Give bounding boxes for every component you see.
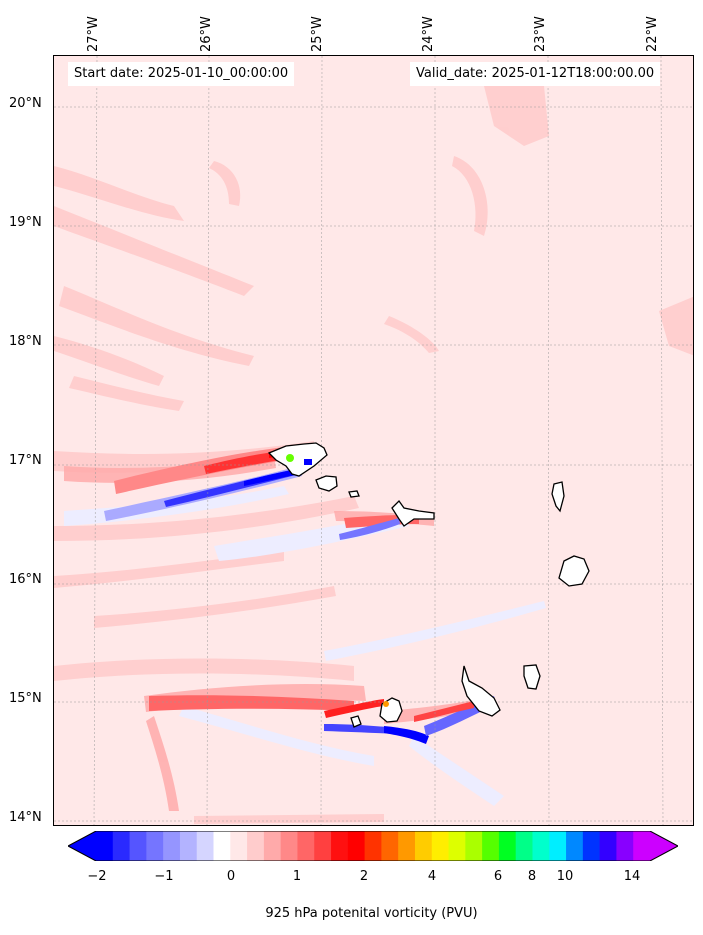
lat-label-14n: 14°N [9,810,42,825]
colorbar-swatch [616,831,634,861]
colorbar-swatch [129,831,147,861]
cb-tick-6: 6 [493,869,503,884]
colorbar-swatch [213,831,231,861]
lat-label-20n: 20°N [9,96,42,111]
colorbar-max-extend [650,831,678,861]
lon-label-22w: 22°W [645,16,660,52]
colorbar-swatch [280,831,298,861]
colorbar-swatch [566,831,584,861]
lat-label-15n: 15°N [9,691,42,706]
pv-north-wake-negative [104,466,302,521]
pv-peak-south [383,701,389,707]
colorbar-min-extend [68,831,96,861]
lat-label-19n: 19°N [9,215,42,230]
lat-label-16n: 16°N [9,572,42,587]
colorbar-swatch [364,831,382,861]
colorbar-swatch [314,831,332,861]
lat-label-17n: 17°N [9,453,42,468]
pv-light-streaks [54,86,693,824]
colorbar-label: 925 hPa potenital vorticity (PVU) [265,906,478,921]
island-santa-luzia [348,490,360,498]
pv-peak-north-blue [304,459,312,465]
island-sal [551,481,565,513]
cb-tick-neg2: −2 [87,869,107,884]
island-santiago [461,665,501,717]
island-sao-nicolau [391,499,435,527]
colorbar-swatch [431,831,450,861]
cb-tick-14: 14 [623,869,641,884]
colorbar-swatch [381,831,399,861]
colorbar-swatch [247,831,265,861]
pv-peak-north [286,454,294,462]
island-sao-vicente [315,475,338,492]
lon-label-25w: 25°W [310,16,325,52]
colorbar-swatch [582,831,601,861]
island-maio [523,664,541,690]
valid-date-label: Valid_date: 2025-01-12T18:00:00.00 [410,62,661,86]
colorbar-swatch [96,831,114,861]
colorbar-swatch [549,831,567,861]
colorbar-swatch [230,831,248,861]
cb-tick-4: 4 [427,869,437,884]
island-outlines [267,442,590,728]
colorbar-swatch [498,831,517,861]
colorbar-swatch [179,831,198,861]
colorbar-swatch [465,831,483,861]
lon-label-27w: 27°W [86,16,101,52]
lon-label-23w: 23°W [533,16,548,52]
colorbar-swatch [515,831,533,861]
island-brava [350,715,362,728]
cb-tick-8: 8 [527,869,537,884]
start-date-label: Start date: 2025-01-10_00:00:00 [68,62,295,86]
pv-field [54,56,693,825]
colorbar-swatch [482,831,500,861]
colorbar-swatch [599,831,617,861]
colorbar-swatch [263,831,282,861]
colorbar [68,831,678,861]
colorbar-swatch [398,831,416,861]
cb-tick-neg1: −1 [154,869,174,884]
colorbar-swatch [448,831,466,861]
cb-tick-2: 2 [359,869,369,884]
lat-label-18n: 18°N [9,334,42,349]
colorbar-swatch [297,831,315,861]
island-boa-vista [558,555,590,587]
colorbar-swatch [414,831,433,861]
island-santo-antao [267,442,328,477]
map-area[interactable] [53,55,694,826]
colorbar-swatch [146,831,164,861]
colorbar-swatch [633,831,651,861]
lon-label-24w: 24°W [421,16,436,52]
colorbar-swatch [331,831,349,861]
cb-tick-1: 1 [292,869,302,884]
cb-tick-10: 10 [556,869,574,884]
colorbar-swatch [196,831,215,861]
colorbar-swatch [112,831,131,861]
colorbar-swatch [532,831,550,861]
lon-label-26w: 26°W [199,16,214,52]
colorbar-swatch [163,831,181,861]
colorbar-swatch [347,831,366,861]
cb-tick-0: 0 [226,869,236,884]
graticule [54,56,693,825]
